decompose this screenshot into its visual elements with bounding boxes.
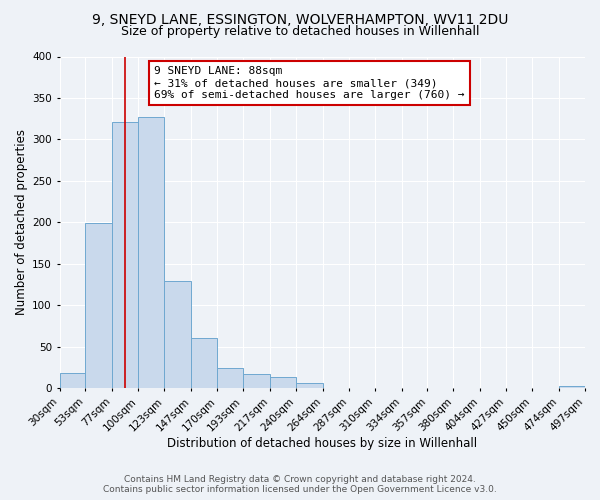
Text: 9 SNEYD LANE: 88sqm
← 31% of detached houses are smaller (349)
69% of semi-detac: 9 SNEYD LANE: 88sqm ← 31% of detached ho… xyxy=(154,66,464,100)
Bar xyxy=(296,384,323,388)
Bar xyxy=(217,368,243,388)
Bar xyxy=(191,338,217,388)
Text: 9, SNEYD LANE, ESSINGTON, WOLVERHAMPTON, WV11 2DU: 9, SNEYD LANE, ESSINGTON, WOLVERHAMPTON,… xyxy=(92,12,508,26)
Bar xyxy=(139,117,164,388)
Text: Contains HM Land Registry data © Crown copyright and database right 2024.
Contai: Contains HM Land Registry data © Crown c… xyxy=(103,474,497,494)
Bar xyxy=(559,386,585,388)
Bar xyxy=(112,122,139,388)
Text: Size of property relative to detached houses in Willenhall: Size of property relative to detached ho… xyxy=(121,25,479,38)
Bar xyxy=(243,374,270,388)
Bar xyxy=(164,282,191,389)
Bar xyxy=(85,223,112,388)
Y-axis label: Number of detached properties: Number of detached properties xyxy=(15,130,28,316)
X-axis label: Distribution of detached houses by size in Willenhall: Distribution of detached houses by size … xyxy=(167,437,478,450)
Bar xyxy=(59,374,85,388)
Bar xyxy=(270,376,296,388)
